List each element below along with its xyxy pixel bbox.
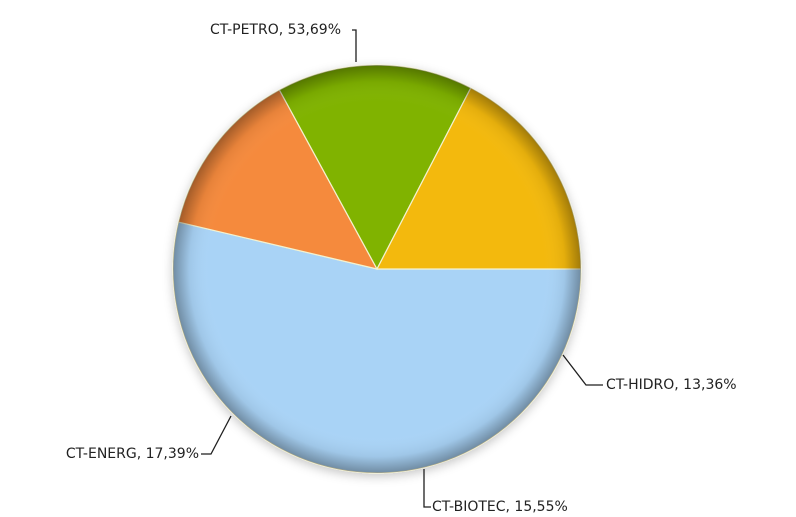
slice-label-ct-petro: CT-PETRO, 53,69% — [210, 22, 341, 38]
slice-labels-group: CT-PETRO, 53,69% CT-HIDRO, 13,36% CT-BIOTE… — [66, 22, 737, 515]
leader-line-ct-hidro — [562, 354, 603, 386]
leader-line-ct-energ — [201, 415, 232, 455]
slice-label-ct-energ: CT-ENERG, 17,39% — [66, 446, 199, 462]
pie-slices-group — [172, 64, 582, 474]
slice-label-ct-biotec: CT-BIOTEC, 15,55% — [432, 499, 568, 515]
leader-line-ct-petro — [352, 29, 357, 62]
slice-label-ct-hidro: CT-HIDRO, 13,36% — [606, 377, 737, 393]
leader-line-ct-biotec — [423, 469, 431, 508]
leader-lines-group — [201, 29, 603, 508]
